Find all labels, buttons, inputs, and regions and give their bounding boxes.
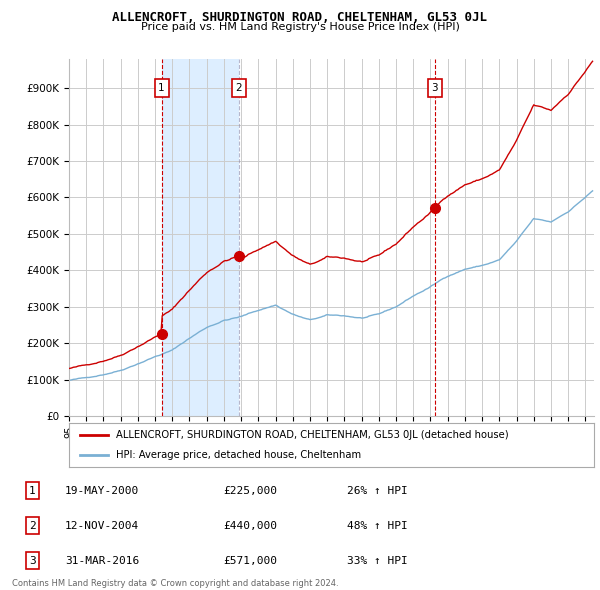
Text: 48% ↑ HPI: 48% ↑ HPI	[347, 521, 408, 530]
Text: 33% ↑ HPI: 33% ↑ HPI	[347, 556, 408, 566]
Text: 2: 2	[29, 521, 36, 530]
Text: ALLENCROFT, SHURDINGTON ROAD, CHELTENHAM, GL53 0JL: ALLENCROFT, SHURDINGTON ROAD, CHELTENHAM…	[113, 11, 487, 24]
Text: Price paid vs. HM Land Registry's House Price Index (HPI): Price paid vs. HM Land Registry's House …	[140, 22, 460, 32]
Text: £440,000: £440,000	[224, 521, 278, 530]
Text: Contains HM Land Registry data © Crown copyright and database right 2024.
This d: Contains HM Land Registry data © Crown c…	[12, 579, 338, 590]
Text: £225,000: £225,000	[224, 486, 278, 496]
Text: 19-MAY-2000: 19-MAY-2000	[65, 486, 139, 496]
Text: ALLENCROFT, SHURDINGTON ROAD, CHELTENHAM, GL53 0JL (detached house): ALLENCROFT, SHURDINGTON ROAD, CHELTENHAM…	[116, 430, 509, 440]
Text: 31-MAR-2016: 31-MAR-2016	[65, 556, 139, 566]
Text: HPI: Average price, detached house, Cheltenham: HPI: Average price, detached house, Chel…	[116, 450, 361, 460]
Bar	[161, 59, 239, 416]
Text: 3: 3	[431, 83, 438, 93]
Text: 2: 2	[236, 83, 242, 93]
Text: 12-NOV-2004: 12-NOV-2004	[65, 521, 139, 530]
Text: 1: 1	[158, 83, 165, 93]
Text: 3: 3	[29, 556, 36, 566]
Text: 26% ↑ HPI: 26% ↑ HPI	[347, 486, 408, 496]
Text: 1: 1	[29, 486, 36, 496]
Text: £571,000: £571,000	[224, 556, 278, 566]
